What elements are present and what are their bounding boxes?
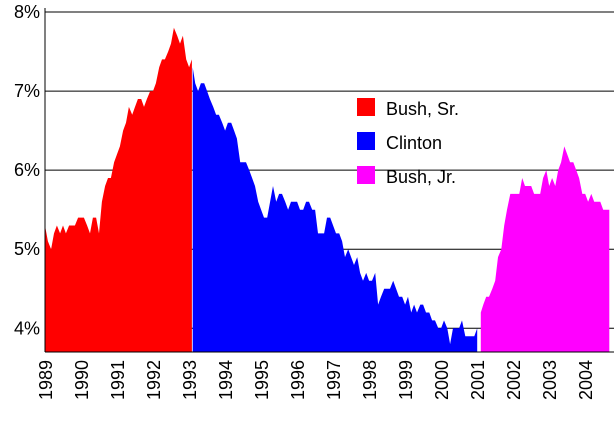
legend-label: Clinton xyxy=(386,133,442,153)
x-tick-label: 1995 xyxy=(252,360,272,400)
x-tick-label: 2004 xyxy=(576,360,596,400)
y-axis-tick-labels: 4% 5% 6% 7% 8% xyxy=(14,2,40,338)
x-tick-label: 2000 xyxy=(432,360,452,400)
x-tick-label: 1997 xyxy=(324,360,344,400)
legend-label: Bush, Sr. xyxy=(386,99,459,119)
x-axis-tick-labels: 1989 1990 1991 1992 1993 1994 1995 1996 1997 1998… xyxy=(36,360,596,400)
x-tick-label: 2003 xyxy=(540,360,560,400)
x-tick-label: 1991 xyxy=(108,360,128,400)
x-tick-label: 2001 xyxy=(468,360,488,400)
y-tick-label: 5% xyxy=(14,239,40,259)
x-tick-label: 1989 xyxy=(36,360,56,400)
legend-swatch xyxy=(357,132,375,150)
series-areas xyxy=(45,27,610,353)
x-tick-label: 2002 xyxy=(504,360,524,400)
area-bush-sr xyxy=(45,27,192,353)
x-tick-label: 1992 xyxy=(144,360,164,400)
y-tick-label: 7% xyxy=(14,81,40,101)
y-tick-label: 8% xyxy=(14,2,40,22)
axes xyxy=(44,8,614,353)
legend-swatch xyxy=(357,98,375,116)
x-tick-label: 1996 xyxy=(288,360,308,400)
x-tick-label: 1994 xyxy=(216,360,236,400)
x-tick-label: 1990 xyxy=(72,360,92,400)
x-tick-label: 1998 xyxy=(360,360,380,400)
legend-label: Bush, Jr. xyxy=(386,167,456,187)
x-tick-label: 1999 xyxy=(396,360,416,400)
legend: Bush, Sr. Clinton Bush, Jr. xyxy=(357,98,459,187)
y-tick-label: 6% xyxy=(14,160,40,180)
area-bush-jr xyxy=(480,146,610,352)
legend-swatch xyxy=(357,166,375,184)
area-clinton xyxy=(192,67,478,353)
x-tick-label: 1993 xyxy=(180,360,200,400)
y-tick-label: 4% xyxy=(14,318,40,338)
